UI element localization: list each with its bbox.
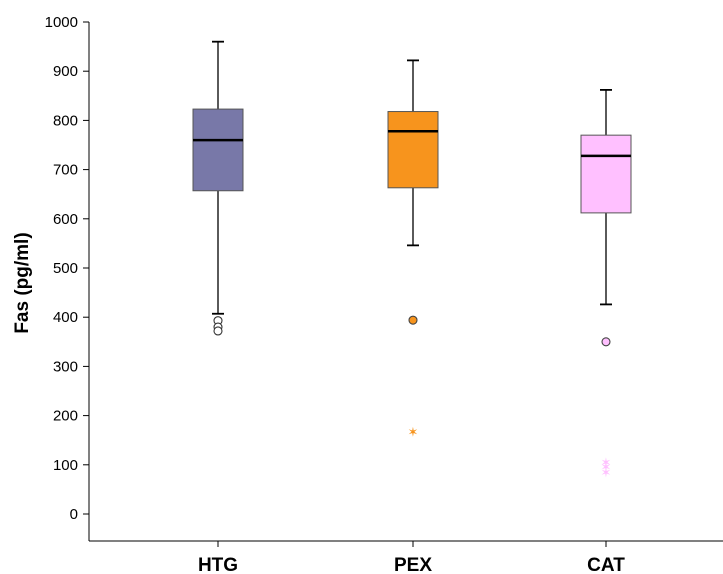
x-tick-label-cat: CAT	[587, 555, 625, 574]
axes: 0 100 200 300 400 500 600 700 800 900 1000 HTG PEX CA…	[45, 14, 723, 574]
y-tick-label: 200	[53, 408, 78, 425]
box-cat: ✶✶✶	[580, 88, 632, 481]
y-axis-title: Fas (pg/ml)	[12, 232, 33, 333]
extreme-point: ✶	[601, 460, 612, 475]
iqr-box	[192, 108, 244, 192]
x-tick-label-htg: HTG	[198, 555, 238, 574]
y-tick-label: 500	[53, 260, 78, 277]
y-tick-label: 900	[53, 63, 78, 80]
y-tick-label: 700	[53, 162, 78, 179]
y-tick-label: 600	[53, 211, 78, 228]
outlier-point	[408, 315, 418, 325]
extreme-point: ✶	[601, 466, 612, 481]
y-tick-label: 1000	[45, 14, 78, 31]
extreme-point: ✶	[408, 425, 419, 440]
iqr-box	[580, 134, 632, 214]
extreme-point: ✶	[601, 456, 612, 471]
iqr-box	[387, 111, 439, 189]
y-tick-label: 0	[70, 506, 78, 523]
x-tick-label-pex: PEX	[394, 555, 432, 574]
outlier-point	[213, 326, 223, 336]
y-tick-label: 300	[53, 358, 78, 375]
y-tick-label: 400	[53, 309, 78, 326]
y-tick-label: 800	[53, 112, 78, 129]
y-tick-label: 100	[53, 457, 78, 474]
chart-marks: ✶✶✶✶	[192, 40, 632, 481]
box-htg	[192, 40, 244, 336]
box-pex: ✶	[387, 59, 439, 440]
outlier-point	[601, 337, 611, 347]
